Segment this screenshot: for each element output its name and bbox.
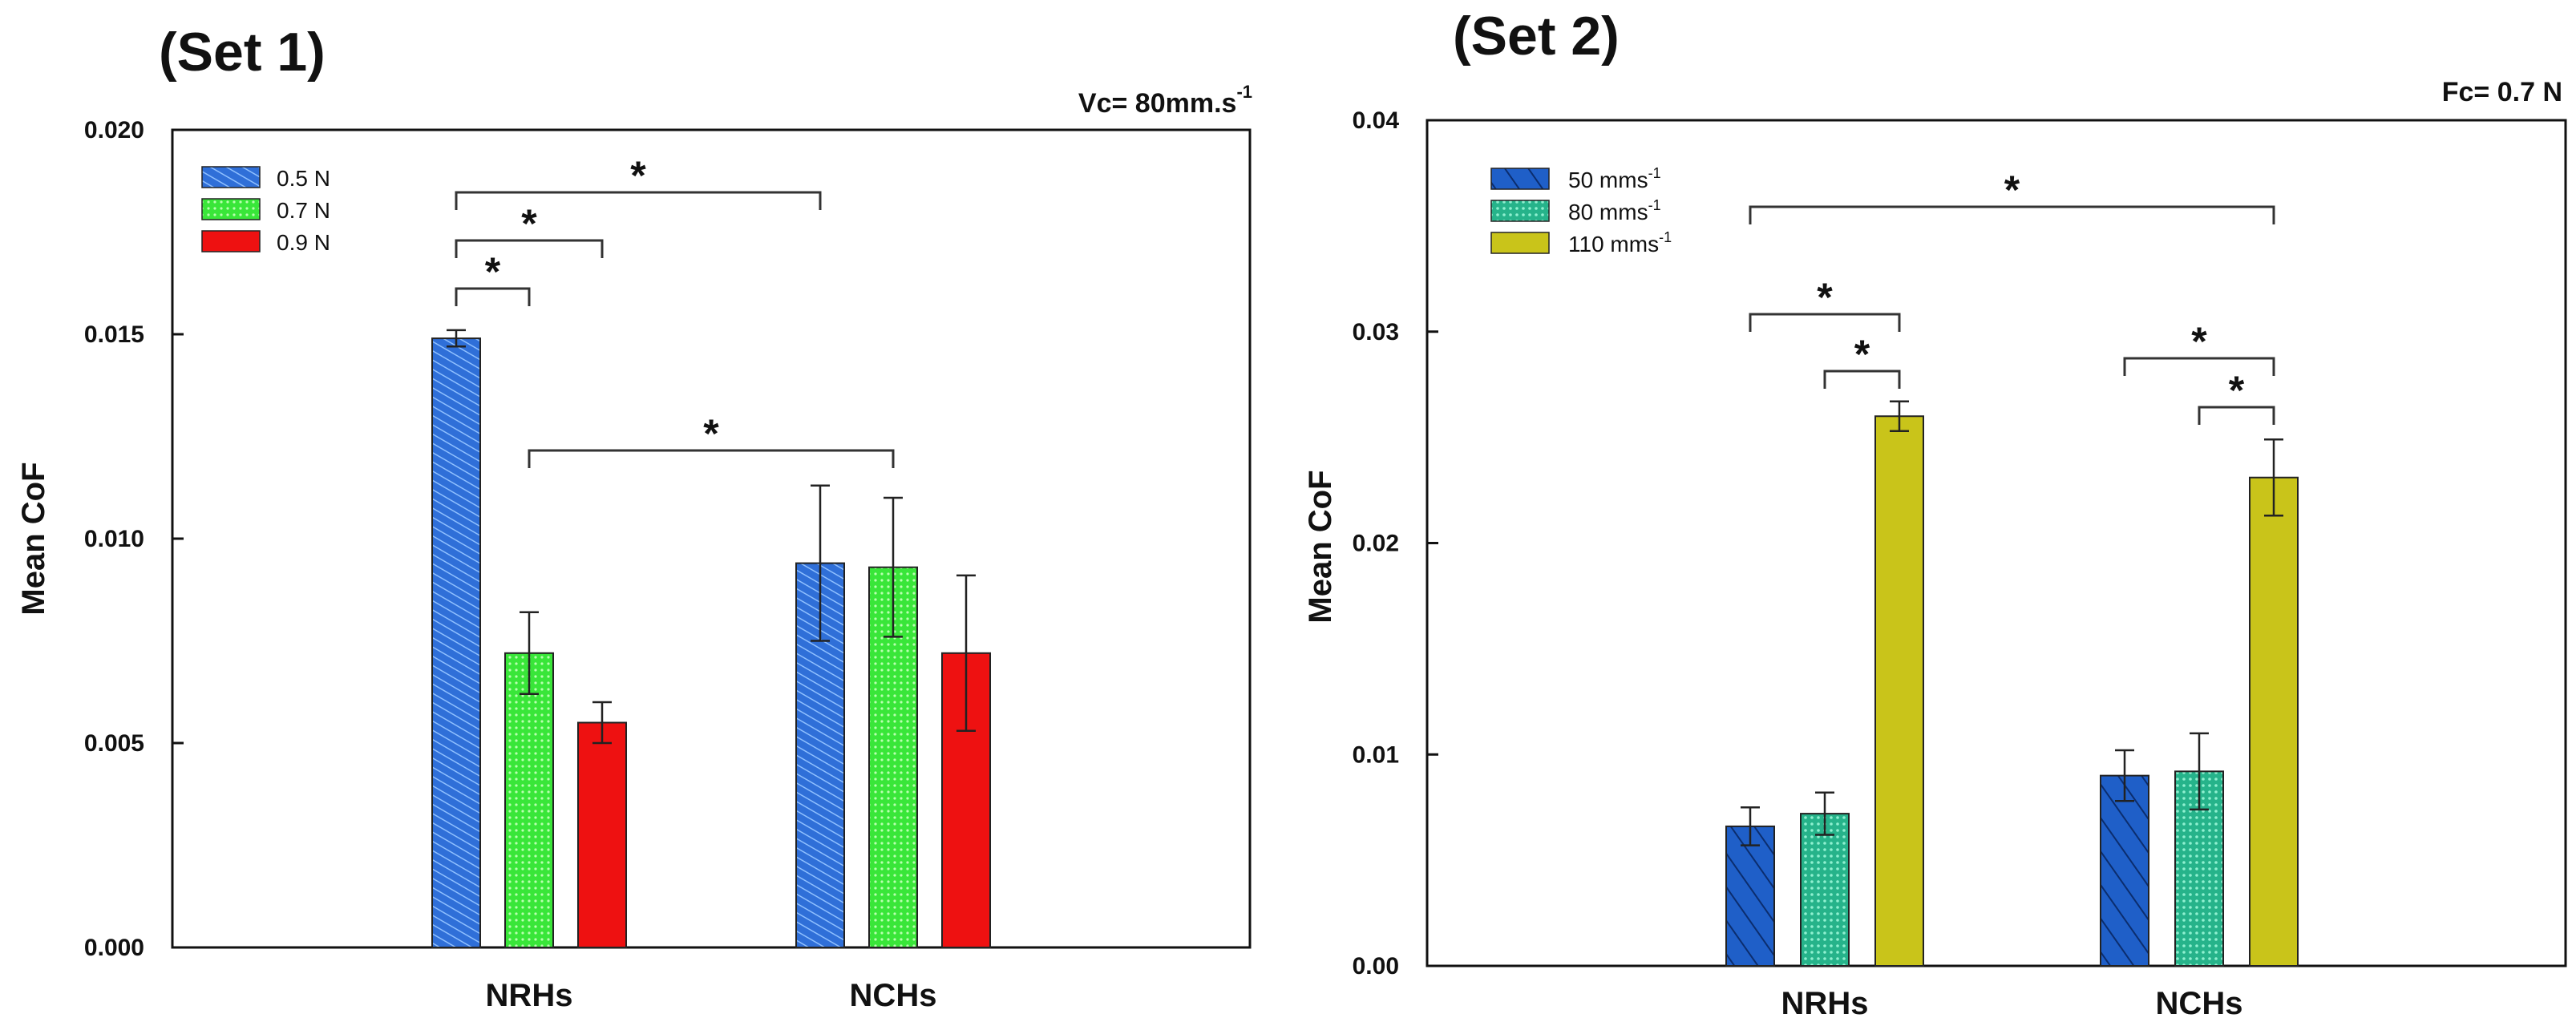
set-1-condition-main: Vc= 80mm.s [1078, 88, 1237, 119]
set-1-significance-bracket: * [455, 201, 604, 258]
set-1-y-tick-label: 0.015 [84, 321, 144, 348]
set-2-category-label: NCHs [2156, 986, 2243, 1021]
set-2-condition: Fc= 0.7 N [2442, 77, 2562, 107]
set-1-legend-label: 0.9 N [277, 230, 330, 255]
set-2-condition-main: Fc= 0.7 N [2442, 77, 2562, 107]
set-2-significance-star: * [1817, 275, 1833, 320]
set-2-legend-swatch [1490, 232, 1550, 254]
set-2-legend-label: 80 mms-1 [1568, 197, 1661, 224]
set-2-bar-nchs-1 [2100, 774, 2149, 967]
set-1-legend-swatch [201, 166, 261, 188]
set-1-y-tick-label: 0.000 [84, 935, 144, 961]
set-2-category-label: NRHs [1781, 986, 1869, 1021]
set-2-title: (Set 2) [1453, 6, 1620, 67]
set-2-significance-star: * [2229, 368, 2245, 413]
set-1-significance-bracket: * [455, 249, 531, 306]
set-2-legend-swatch [1490, 168, 1550, 190]
set-2-bar-nrhs-3 [1874, 415, 1924, 967]
set-1-significance-star: * [521, 201, 537, 246]
set-2-bar-nrhs-1 [1725, 825, 1775, 967]
set-1-legend: 0.5 N 0.7 N 0.9 N [201, 166, 330, 255]
set-1-significance-star: * [630, 153, 646, 198]
set-1-category-label: NRHs [486, 978, 573, 1013]
set-1-legend-swatch [201, 198, 261, 220]
set-1-bar-nrhs-3 [577, 721, 627, 948]
chart-set-2: (Set 2) Fc= 0.7 N Mean CoF 0.00 0.01 0.02 0… [1303, 6, 2567, 1021]
set-2-significance-bracket: * [1749, 168, 2275, 224]
set-1-y-tick-label: 0.020 [84, 117, 144, 143]
set-2-y-tick-label: 0.00 [1353, 953, 1399, 980]
set-1-y-tick-label: 0.005 [84, 730, 144, 757]
set-1-y-tick-label: 0.010 [84, 526, 144, 552]
set-1-legend-label: 0.7 N [277, 198, 330, 223]
set-2-significance-bracket: * [2123, 319, 2275, 376]
set-1-title: (Set 1) [159, 22, 326, 83]
set-2-bar-nrhs-2 [1800, 813, 1850, 967]
set-1-bar-nrhs-1 [431, 337, 481, 949]
set-1-y-axis-label: Mean CoF [16, 462, 51, 615]
set-2-significance-bracket: * [1749, 275, 1901, 332]
set-2-significance-star: * [1854, 332, 1870, 377]
set-1-significance-bracket: * [455, 153, 822, 210]
set-2-legend-label: 50 mms-1 [1568, 165, 1661, 192]
set-2-y-axis-label: Mean CoF [1303, 470, 1338, 623]
set-2-y-tick-label: 0.01 [1353, 741, 1399, 768]
set-1-legend-label: 0.5 N [277, 166, 330, 191]
set-1-category-label: NCHs [850, 978, 937, 1013]
set-2-significance-bracket: * [2198, 368, 2275, 425]
set-1-significance-star: * [703, 411, 719, 456]
set-2-significance-bracket: * [1823, 332, 1901, 389]
set-1-condition: Vc= 80mm.s-1 [1078, 82, 1252, 119]
set-2-bar-nchs-3 [2249, 476, 2299, 967]
set-2-legend: 50 mms-1 80 mms-1 110 mms-1 [1490, 165, 1672, 256]
set-2-legend-swatch [1490, 200, 1550, 222]
set-2-significance-star: * [2191, 319, 2207, 364]
chart-set-1: (Set 1) Vc= 80mm.s-1 Mean CoF 0.000 0.005… [16, 22, 1252, 1013]
set-1-condition-sup: -1 [1236, 82, 1252, 102]
set-2-y-tick-label: 0.04 [1353, 107, 1400, 134]
set-1-legend-swatch [201, 230, 261, 252]
set-1-significance-bracket: * [528, 411, 895, 468]
set-1-significance-star: * [485, 249, 501, 294]
set-1-bar-nrhs-2 [504, 652, 554, 948]
set-2-y-tick-label: 0.02 [1353, 531, 1399, 557]
set-1-plot-frame [171, 128, 1252, 949]
set-2-significance-star: * [2004, 168, 2020, 212]
set-2-legend-label: 110 mms-1 [1568, 229, 1672, 256]
set-2-y-tick-label: 0.03 [1353, 319, 1399, 345]
